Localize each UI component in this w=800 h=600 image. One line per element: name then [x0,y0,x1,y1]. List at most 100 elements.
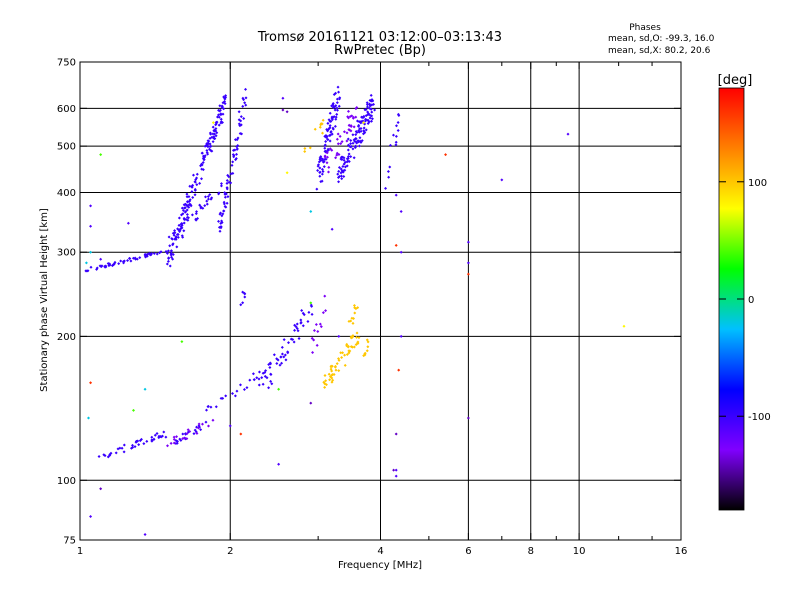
data-point [275,361,279,365]
data-point [361,132,365,136]
data-point [342,162,346,166]
data-point [224,394,228,398]
data-point [171,252,175,256]
data-point [205,142,209,146]
data-point [187,205,191,209]
data-point [223,99,227,103]
data-point [225,201,229,205]
data-point [172,441,176,445]
data-point [355,335,359,339]
data-point [255,376,259,380]
data-point [347,351,351,355]
data-point [394,432,398,436]
data-point [182,206,186,210]
data-point [277,462,281,466]
data-point [318,125,322,129]
data-point [330,132,334,136]
data-point [346,154,350,158]
data-point [242,291,246,295]
data-point [366,112,370,116]
data-point [330,369,334,373]
data-point [365,105,369,109]
data-point [211,140,215,144]
data-point [355,331,359,335]
data-point [333,124,337,128]
data-point [117,262,121,266]
data-point [316,168,320,172]
data-point [263,371,267,375]
data-point [138,256,142,260]
data-point [164,435,168,439]
data-point [334,117,338,121]
data-point [175,439,179,443]
data-point [281,96,285,100]
data-point [209,132,213,136]
data-point [339,142,343,146]
data-point [165,251,169,255]
data-point [175,441,179,445]
data-point [392,468,396,472]
data-point [357,336,361,340]
data-point [217,115,221,119]
data-point [336,142,340,146]
data-point [145,439,149,443]
data-point [326,129,330,133]
data-point [177,216,181,220]
data-point [186,428,190,432]
data-point [335,137,339,141]
data-point [142,442,146,446]
data-point [89,265,93,269]
data-point [122,450,126,454]
x-tick-label: 6 [465,546,471,557]
data-point [190,184,194,188]
data-point [172,437,176,441]
data-point [144,254,148,258]
data-point [310,336,314,340]
data-point [229,172,233,176]
data-point [346,109,350,113]
data-point [352,345,356,349]
data-point [232,155,236,159]
data-point [168,264,172,268]
data-point [219,211,223,215]
chart-title: Tromsø 20161121 03:12:00–03:13:43 [257,30,502,45]
data-point [222,200,226,204]
data-point [337,165,341,169]
data-point [326,138,330,142]
data-point [268,361,272,365]
data-point [396,120,400,124]
data-point [348,115,352,119]
data-point [309,301,313,305]
data-point [325,155,329,159]
data-point [166,249,170,253]
data-points [84,85,626,537]
data-point [218,109,222,113]
data-point [217,123,221,127]
data-point [193,193,197,197]
data-point [270,382,274,386]
data-point [282,338,286,342]
data-point [152,437,156,441]
data-point [272,353,276,357]
data-point [209,405,213,409]
data-point [233,148,237,152]
data-point [173,229,177,233]
data-point [260,376,264,380]
data-point [222,95,226,99]
data-point [349,145,353,149]
data-point [346,148,350,152]
data-point [354,140,358,144]
data-point [384,186,388,190]
data-point [195,210,199,214]
data-point [192,432,196,436]
data-point [345,157,349,161]
data-point [95,267,99,271]
data-point [97,455,101,459]
data-point [394,243,398,247]
data-point [335,101,339,105]
data-point [187,195,191,199]
data-point [213,129,217,133]
data-point [208,147,212,151]
data-point [326,147,330,151]
data-point [106,455,110,459]
